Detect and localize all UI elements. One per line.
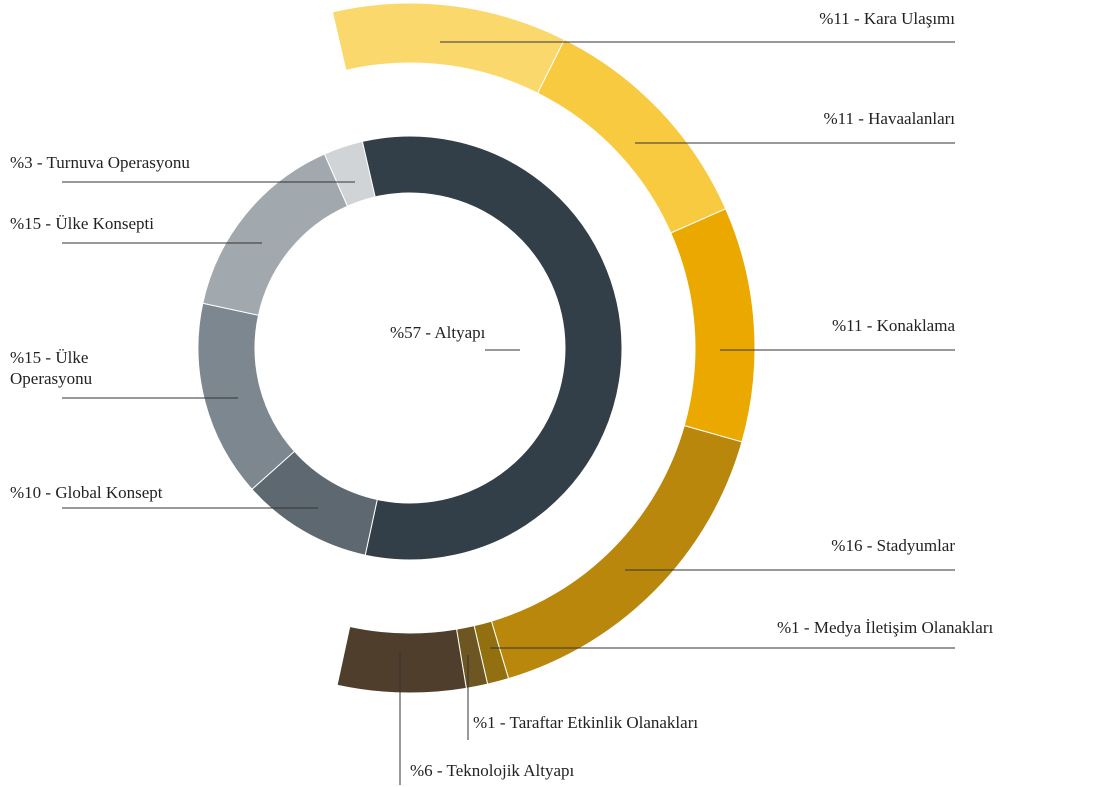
inner-segment — [361, 135, 623, 561]
data-label: %16 - Stadyumlar — [831, 536, 955, 555]
data-label: %11 - Konaklama — [831, 316, 955, 335]
data-label: %6 - Teknolojik Altyapı — [410, 761, 575, 780]
data-label: %3 - Turnuva Operasyonu — [10, 153, 190, 172]
data-label: %10 - Global Konsept — [10, 483, 163, 502]
inner-segment — [202, 153, 349, 316]
outer-segment — [336, 625, 467, 694]
data-label: %1 - Medya İletişim Olanakları — [777, 618, 994, 637]
inner-segment — [323, 140, 376, 207]
data-label: %11 - Kara Ulaşımı — [819, 9, 955, 28]
inner-segment — [197, 302, 296, 491]
data-label: %11 - Havaalanları — [823, 109, 955, 128]
outer-segment — [331, 2, 566, 94]
outer-segment — [670, 208, 756, 443]
data-label: %57 - Altyapı — [390, 323, 486, 342]
data-label: %1 - Taraftar Etkinlik Olanakları — [473, 713, 699, 732]
data-label: %15 - Ülke Konsepti — [10, 214, 155, 233]
data-label: %15 - Ülke Operasyonu — [10, 348, 93, 388]
